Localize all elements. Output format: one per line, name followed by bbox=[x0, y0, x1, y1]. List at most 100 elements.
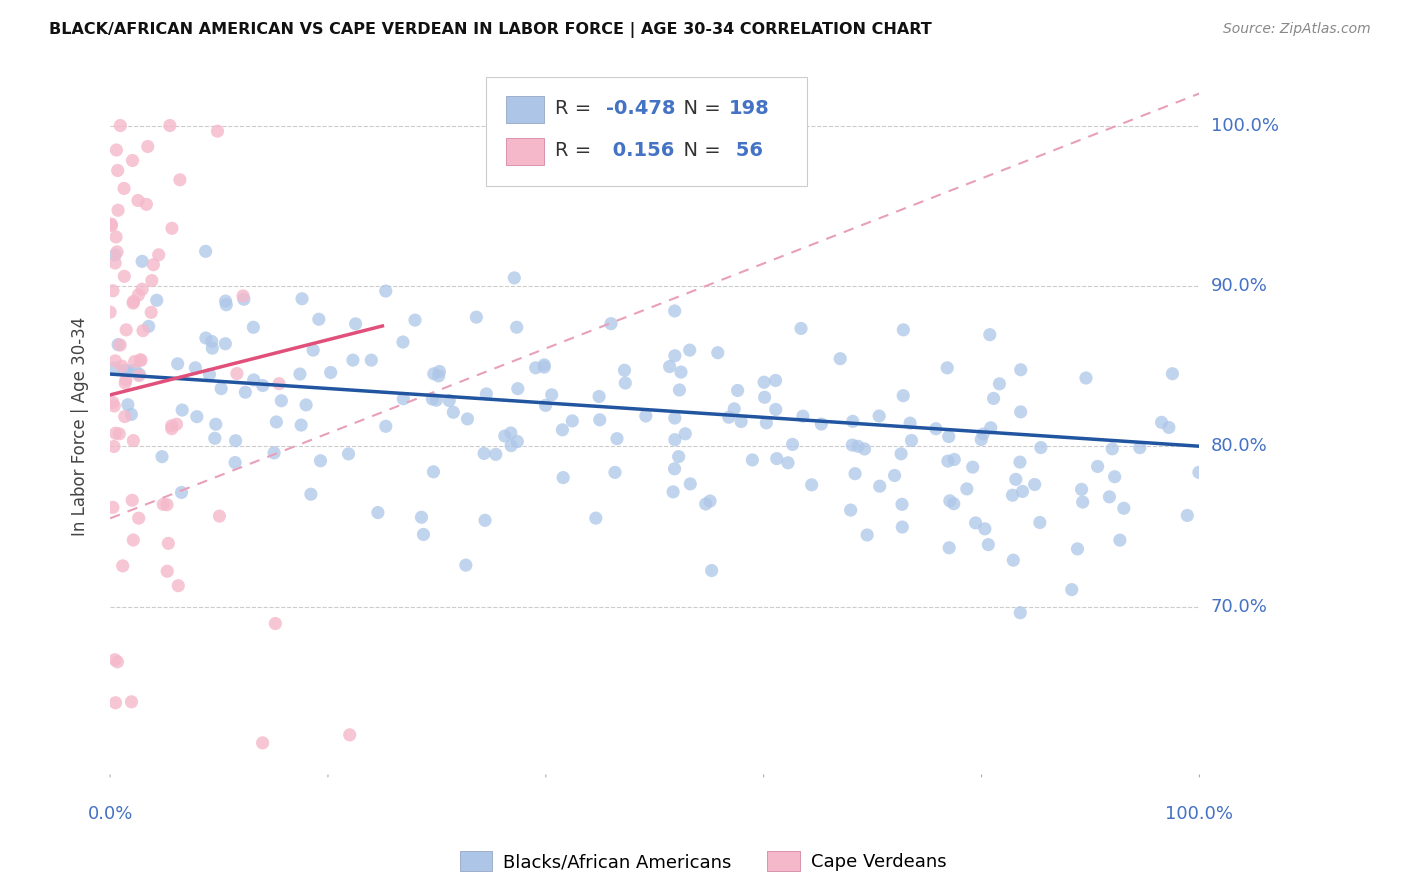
Point bbox=[664, 433, 686, 447]
Point bbox=[138, 319, 160, 334]
Point bbox=[534, 398, 557, 412]
Point bbox=[606, 432, 628, 446]
FancyBboxPatch shape bbox=[506, 138, 544, 165]
Point bbox=[1109, 533, 1132, 548]
Point bbox=[503, 271, 526, 285]
Point bbox=[412, 527, 434, 541]
Point bbox=[465, 310, 488, 325]
Point bbox=[128, 511, 150, 525]
Point bbox=[429, 364, 451, 378]
Point bbox=[112, 181, 135, 195]
Point bbox=[214, 336, 236, 351]
Point bbox=[374, 419, 396, 434]
Point bbox=[122, 294, 145, 309]
Point bbox=[104, 696, 127, 710]
Point bbox=[1161, 367, 1184, 381]
Point bbox=[207, 124, 229, 138]
Text: R =: R = bbox=[554, 99, 598, 119]
Point bbox=[319, 366, 342, 380]
Point bbox=[110, 808, 132, 822]
Point bbox=[1101, 442, 1123, 456]
Point bbox=[790, 321, 813, 335]
Point bbox=[437, 393, 460, 408]
Point bbox=[129, 352, 152, 367]
Point bbox=[209, 382, 232, 396]
Point bbox=[942, 497, 965, 511]
Point bbox=[474, 513, 496, 527]
Point bbox=[108, 426, 131, 441]
Point bbox=[201, 334, 224, 349]
Point bbox=[367, 506, 389, 520]
Point bbox=[129, 353, 152, 368]
Point bbox=[980, 421, 1002, 435]
Point bbox=[983, 392, 1005, 406]
Point bbox=[135, 197, 157, 211]
Point bbox=[869, 479, 891, 493]
Point bbox=[856, 528, 879, 542]
Point bbox=[890, 447, 912, 461]
Point bbox=[472, 446, 495, 460]
Point bbox=[664, 304, 686, 318]
Point bbox=[441, 405, 464, 419]
Point bbox=[342, 353, 364, 368]
Text: 0.0%: 0.0% bbox=[87, 805, 132, 823]
Point bbox=[938, 429, 960, 443]
Point bbox=[263, 446, 285, 460]
Point bbox=[752, 375, 775, 389]
Point bbox=[170, 485, 193, 500]
Point bbox=[309, 454, 332, 468]
Point bbox=[936, 454, 959, 468]
Point bbox=[167, 579, 190, 593]
Point bbox=[411, 510, 433, 524]
Point bbox=[266, 415, 288, 429]
Point bbox=[1024, 477, 1046, 491]
Point bbox=[235, 385, 257, 400]
Point bbox=[264, 616, 287, 631]
Point bbox=[121, 153, 143, 168]
Point bbox=[104, 256, 127, 270]
Point bbox=[107, 203, 129, 218]
Point bbox=[142, 258, 165, 272]
Point bbox=[344, 317, 367, 331]
Text: 0.156: 0.156 bbox=[606, 141, 673, 161]
Point bbox=[842, 414, 865, 428]
Point bbox=[506, 434, 529, 449]
Point bbox=[664, 349, 686, 363]
Point bbox=[160, 418, 183, 433]
Point bbox=[242, 320, 264, 334]
Point bbox=[156, 564, 179, 578]
Point bbox=[339, 728, 361, 742]
Point bbox=[1129, 441, 1152, 455]
Point bbox=[972, 427, 994, 442]
Point bbox=[499, 425, 522, 440]
Point bbox=[505, 320, 527, 334]
Point bbox=[360, 353, 382, 368]
Point bbox=[427, 368, 450, 383]
Point bbox=[267, 376, 290, 391]
Text: R =: R = bbox=[554, 141, 598, 161]
Point bbox=[868, 409, 890, 423]
Point bbox=[128, 368, 150, 382]
Point bbox=[776, 456, 799, 470]
Point bbox=[844, 467, 866, 481]
Point bbox=[105, 143, 128, 157]
FancyBboxPatch shape bbox=[486, 78, 807, 186]
Point bbox=[242, 373, 264, 387]
Point bbox=[668, 450, 690, 464]
Text: 100.0%: 100.0% bbox=[1166, 805, 1233, 823]
Point bbox=[841, 438, 863, 452]
Point bbox=[215, 298, 238, 312]
Point bbox=[166, 357, 188, 371]
Point bbox=[699, 494, 721, 508]
Point bbox=[891, 323, 914, 337]
Y-axis label: In Labor Force | Age 30-34: In Labor Force | Age 30-34 bbox=[72, 317, 89, 536]
Point bbox=[107, 655, 129, 669]
Point bbox=[127, 194, 149, 208]
Point bbox=[1029, 516, 1052, 530]
Point bbox=[194, 244, 217, 259]
Point bbox=[754, 390, 776, 404]
Point bbox=[679, 343, 702, 358]
Point bbox=[891, 520, 914, 534]
Point bbox=[668, 383, 690, 397]
Point bbox=[110, 338, 132, 352]
